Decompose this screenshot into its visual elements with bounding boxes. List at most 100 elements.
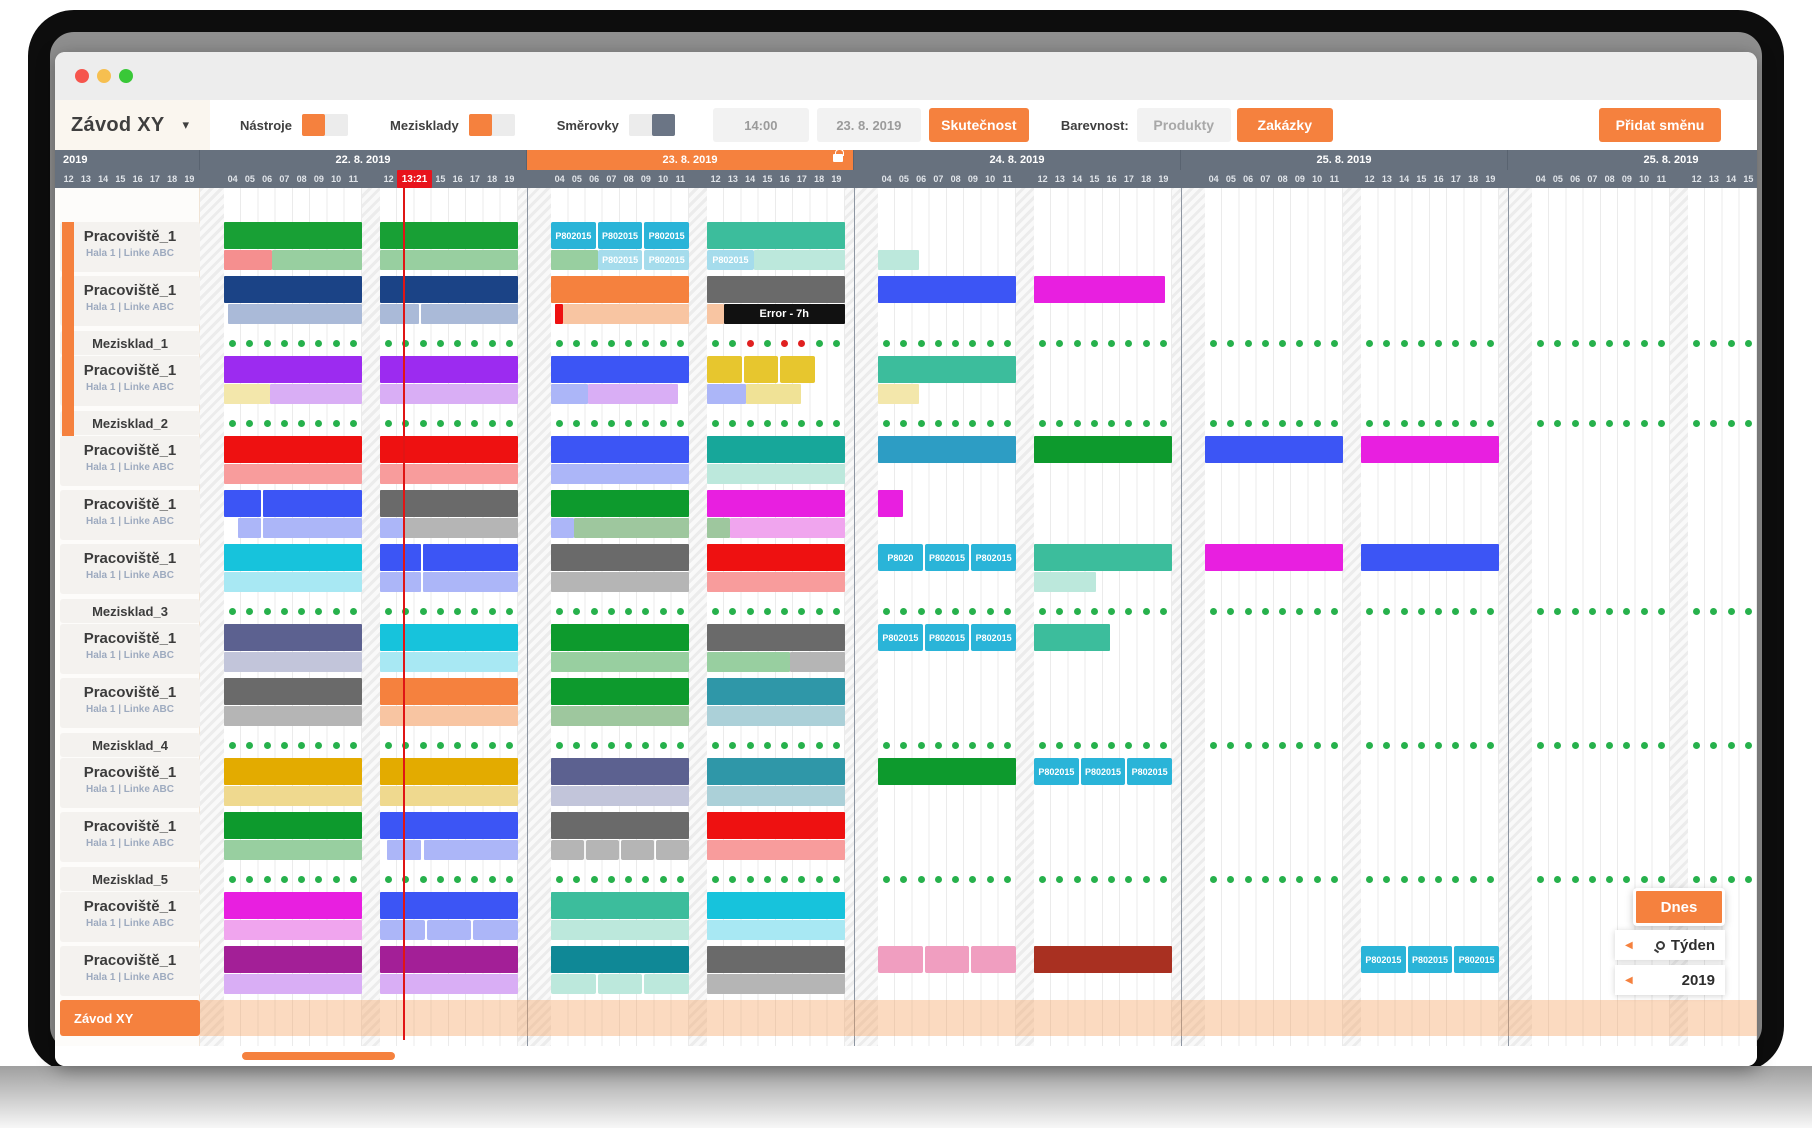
mezisklady-toggle[interactable]	[468, 114, 515, 136]
gantt-bar[interactable]	[1361, 544, 1499, 571]
gantt-bar[interactable]	[224, 758, 362, 785]
gantt-bar[interactable]	[224, 356, 362, 383]
gantt-bar[interactable]	[707, 624, 845, 651]
gantt-bar[interactable]	[707, 974, 845, 994]
gantt-bar[interactable]	[707, 786, 845, 806]
gantt-bar[interactable]	[551, 974, 690, 994]
gantt-bar[interactable]	[878, 946, 1017, 973]
order-chip[interactable]: P802015	[924, 624, 970, 651]
gantt-bar[interactable]	[551, 384, 589, 404]
gantt-bar[interactable]	[707, 518, 731, 538]
gantt-bar[interactable]	[224, 572, 362, 592]
gantt-bar[interactable]: Error - 7h	[723, 304, 845, 324]
gantt-bar[interactable]	[555, 304, 564, 324]
gantt-bar[interactable]	[380, 786, 518, 806]
order-chip[interactable]: P802015	[644, 222, 690, 249]
day-header-cell[interactable]: 23. 8. 2019	[527, 150, 854, 170]
gantt-bar[interactable]	[551, 678, 689, 705]
gantt-bar[interactable]	[228, 304, 362, 324]
gantt-bar[interactable]	[224, 384, 270, 404]
gantt-bar[interactable]	[707, 812, 845, 839]
day-header-cell[interactable]: 22. 8. 2019	[200, 150, 527, 170]
gantt-bar[interactable]	[878, 436, 1016, 463]
gantt-bar[interactable]	[878, 490, 903, 517]
order-chip-group[interactable]: P802015 P802015	[597, 250, 689, 270]
gantt-bar[interactable]	[380, 892, 518, 919]
gantt-bar[interactable]	[262, 490, 362, 517]
buffer-row-label[interactable]: Mezisklad_4	[60, 733, 200, 757]
gantt-bar[interactable]	[237, 518, 262, 538]
gantt-bar[interactable]	[707, 436, 845, 463]
zoom-week-control[interactable]: ◀ Týden	[1615, 930, 1725, 960]
gantt-bar[interactable]	[707, 222, 845, 249]
gantt-bar[interactable]	[745, 384, 801, 404]
workcenter-row-label[interactable]: Pracoviště_1 Hala 1 | Linke ABC	[60, 624, 200, 674]
plant-row-label[interactable]: Závod XY	[60, 1000, 200, 1036]
arrow-left-icon[interactable]: ◀	[1625, 939, 1633, 951]
order-chip[interactable]: P802015	[971, 544, 1017, 571]
gantt-bar[interactable]	[789, 652, 845, 672]
order-chip[interactable]: P802015	[597, 250, 643, 270]
gantt-bar[interactable]	[380, 250, 518, 270]
gantt-bar[interactable]	[380, 518, 404, 538]
smerovky-toggle[interactable]	[628, 114, 675, 136]
workcenter-row-label[interactable]: Pracoviště_1 Hala 1 | Linke ABC	[60, 892, 200, 942]
gantt-bar[interactable]	[380, 678, 518, 705]
buffer-row-label[interactable]: Mezisklad_1	[60, 331, 200, 355]
gantt-bar[interactable]	[421, 304, 518, 324]
gantt-bar[interactable]	[878, 250, 920, 270]
day-header-cell[interactable]: 25. 8. 2019	[1508, 150, 1757, 170]
gantt-bar[interactable]	[380, 652, 518, 672]
produkty-button[interactable]: Produkty	[1136, 108, 1231, 142]
today-button[interactable]: Dnes	[1633, 888, 1725, 926]
order-chip[interactable]: P802015	[597, 222, 643, 249]
buffer-row-label[interactable]: Mezisklad_3	[60, 599, 200, 623]
gantt-bar[interactable]	[753, 250, 845, 270]
gantt-bar[interactable]	[551, 652, 689, 672]
minimize-window-button[interactable]	[97, 69, 111, 83]
workcenter-row-label[interactable]: Pracoviště_1 Hala 1 | Linke ABC	[60, 222, 200, 272]
workcenter-row-label[interactable]: Pracoviště_1 Hala 1 | Linke ABC	[60, 678, 200, 728]
gantt-bar[interactable]	[551, 464, 689, 484]
gantt-bar[interactable]	[224, 920, 362, 940]
gantt-bar[interactable]	[707, 758, 845, 785]
order-chip[interactable]: P802015	[971, 624, 1017, 651]
gantt-bar[interactable]	[707, 840, 845, 860]
order-chip[interactable]: P802015	[1361, 946, 1406, 973]
time-input[interactable]: 14:00	[712, 108, 809, 142]
gantt-bar[interactable]	[551, 758, 689, 785]
workcenter-row-label[interactable]: Pracoviště_1 Hala 1 | Linke ABC	[60, 812, 200, 862]
workcenter-row-label[interactable]: Pracoviště_1 Hala 1 | Linke ABC	[60, 758, 200, 808]
plant-summary-band[interactable]	[200, 1000, 1757, 1036]
gantt-bar[interactable]	[878, 276, 1016, 303]
workcenter-row-label[interactable]: Pracoviště_1 Hala 1 | Linke ABC	[60, 544, 200, 594]
gantt-bar[interactable]	[707, 304, 724, 324]
order-chip[interactable]: P802015	[1080, 758, 1126, 785]
arrow-left-icon[interactable]: ◀	[1625, 974, 1633, 986]
gantt-bar[interactable]	[224, 464, 362, 484]
gantt-bar[interactable]	[574, 518, 689, 538]
gantt-bar[interactable]	[551, 490, 689, 517]
gantt-bar[interactable]	[707, 356, 815, 383]
gantt-bar[interactable]	[380, 624, 518, 651]
order-chip-group[interactable]: P802015 P802015 P802015	[1361, 946, 1500, 973]
gantt-bar[interactable]	[272, 250, 362, 270]
gantt-bar[interactable]	[380, 946, 518, 973]
gantt-bar[interactable]	[707, 464, 845, 484]
gantt-bar[interactable]	[551, 436, 689, 463]
gantt-bar[interactable]	[1034, 572, 1097, 592]
gantt-bar[interactable]	[269, 384, 362, 404]
gantt-bar[interactable]	[224, 276, 362, 303]
add-shift-button[interactable]: Přidat směnu	[1599, 108, 1721, 142]
gantt-bar[interactable]	[224, 946, 362, 973]
gantt-bar[interactable]	[551, 518, 575, 538]
nastroje-toggle[interactable]	[302, 114, 349, 136]
gantt-bar[interactable]	[380, 706, 518, 726]
gantt-bar[interactable]	[1205, 436, 1343, 463]
order-chip[interactable]: P802015	[1407, 946, 1453, 973]
gantt-bar[interactable]	[551, 840, 689, 860]
gantt-bar[interactable]	[224, 222, 362, 249]
gantt-bar[interactable]	[730, 518, 845, 538]
close-window-button[interactable]	[75, 69, 89, 83]
gantt-bar[interactable]	[551, 250, 598, 270]
